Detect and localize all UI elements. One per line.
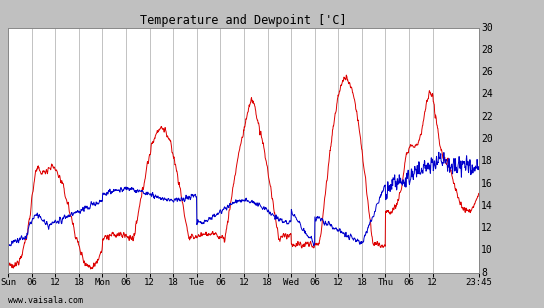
Text: 10: 10 [481,245,493,255]
Text: 30: 30 [481,23,493,33]
Text: 14: 14 [481,201,493,211]
Text: 18: 18 [481,156,493,166]
Text: 26: 26 [481,67,493,77]
Text: 8: 8 [481,268,487,278]
Title: Temperature and Dewpoint ['C]: Temperature and Dewpoint ['C] [140,14,347,26]
Text: 12: 12 [481,223,493,233]
Text: 16: 16 [481,179,493,188]
Text: 28: 28 [481,45,493,55]
Text: www.vaisala.com: www.vaisala.com [8,296,83,305]
Text: 22: 22 [481,112,493,122]
Text: 20: 20 [481,134,493,144]
Text: 24: 24 [481,90,493,99]
